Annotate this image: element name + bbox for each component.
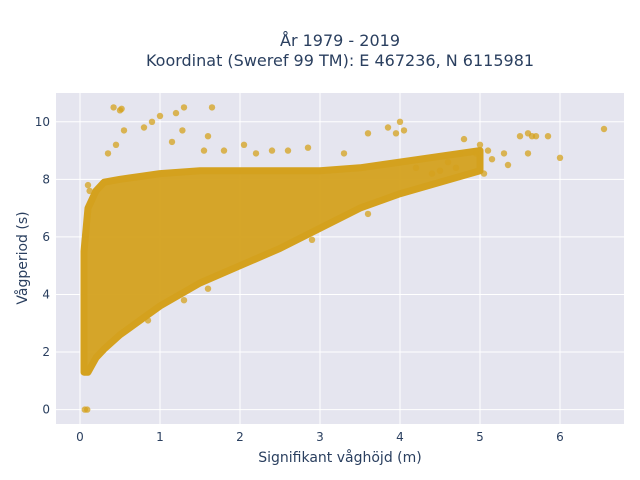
scatter-point [220,147,228,154]
y-axis-title: Vågperiod (s) [14,211,31,304]
scatter-point [504,161,512,169]
scatter-point [364,210,372,218]
scatter-point [364,130,372,137]
x-tick-label: 6 [556,430,564,444]
scatter-point [180,104,188,111]
scatter-point [392,130,400,137]
scatter-point [480,170,488,177]
x-axis-title: Signifikant våghöjd (m) [258,449,421,466]
scatter-point [460,135,468,143]
scatter-point [284,147,292,154]
scatter-point [144,317,152,324]
y-tick-label: 8 [42,172,50,186]
scatter-point [104,150,112,157]
scatter-point [444,158,452,166]
x-tick-label: 2 [236,430,244,444]
scatter-point [436,167,444,174]
scatter-point [556,154,564,161]
y-tick-label: 4 [42,287,50,301]
y-axis-ticks: 0 2 4 6 8 10 [35,115,50,417]
scatter-point [532,133,540,140]
scatter-point [168,138,176,146]
scatter-point [140,124,148,131]
scatter-point [452,164,460,171]
scatter-point [400,127,408,134]
scatter-point [396,118,404,126]
scatter-point [476,141,484,148]
scatter-point [524,150,532,157]
chart-title-line-2: Koordinat (Sweref 99 TM): E 467236, N 61… [146,51,534,70]
scatter-point [86,187,93,195]
scatter-density-band [80,147,484,376]
scatter-point [204,285,212,292]
y-tick-label: 2 [42,345,50,359]
scatter-point [308,236,316,243]
scatter-point [456,150,464,157]
scatter-point [472,150,480,157]
scatter-point [380,196,388,203]
x-tick-label: 3 [316,430,324,444]
scatter-point [516,133,524,140]
scatter-point [200,147,208,154]
scatter-point [120,127,128,134]
scatter-point [428,170,436,177]
scatter-point [240,141,248,148]
x-tick-label: 4 [396,430,404,444]
scatter-point [252,150,260,157]
scatter-point [208,104,216,111]
x-tick-label: 5 [476,430,484,444]
y-tick-label: 0 [42,403,50,417]
scatter-point [112,141,120,148]
scatter-point [268,147,276,154]
scatter-point [340,150,348,157]
scatter-point [116,107,124,114]
scatter-point [304,144,312,151]
scatter-point [148,118,156,126]
scatter-point [384,124,392,131]
scatter-point [110,104,117,111]
y-tick-label: 10 [35,115,50,129]
scatter-point [544,133,552,140]
chart-title-line-1: År 1979 - 2019 [280,31,400,50]
scatter-point [412,164,420,171]
scatter-point [600,125,608,133]
scatter-point [500,150,508,157]
scatter-point [172,109,180,117]
scatter-point [488,156,496,163]
x-axis-ticks: 0 1 2 3 4 5 6 [76,430,564,444]
x-tick-label: 0 [76,430,84,444]
scatter-point [180,297,188,304]
x-tick-label: 1 [156,430,164,444]
scatter-points [81,104,608,413]
scatter-density-area [80,147,484,376]
scatter-point [156,112,164,120]
y-tick-label: 6 [42,230,50,244]
scatter-point [484,147,492,154]
scatter-point [204,133,212,140]
scatter-point [84,181,92,189]
scatter-point [179,127,186,134]
scatter-point [84,406,91,413]
